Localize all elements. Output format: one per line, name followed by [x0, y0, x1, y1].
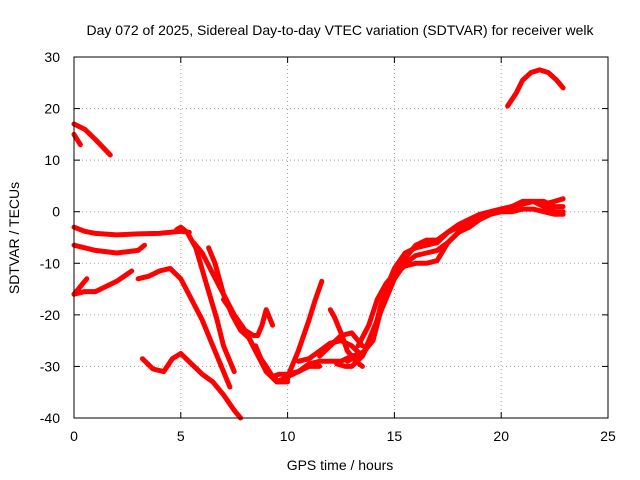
data-series [71, 67, 566, 421]
series-line-s4 [71, 242, 147, 256]
y-tick-label: 20 [44, 101, 60, 117]
series-line-s5 [71, 268, 135, 297]
x-tick-label: 10 [280, 428, 296, 444]
x-tick-label: 15 [387, 428, 403, 444]
series-line-s10 [191, 240, 291, 385]
series-line-s7 [135, 265, 233, 390]
series-line-s14 [263, 278, 325, 385]
series-line-s3 [71, 224, 192, 238]
series-line-s23 [505, 67, 566, 109]
y-tick-label: -30 [40, 358, 60, 374]
series-line-s12 [221, 296, 276, 338]
series-line-s2 [71, 121, 113, 158]
x-tick-label: 25 [600, 428, 616, 444]
y-tick-label: -20 [40, 307, 60, 323]
series-line-s6 [71, 276, 90, 297]
series-line-s21 [349, 198, 566, 359]
series-line-s1 [71, 131, 83, 148]
series-line-s22 [355, 206, 566, 349]
series-line-s15 [285, 353, 355, 380]
x-tick-label: 0 [70, 428, 78, 444]
y-tick-label: -40 [40, 410, 60, 426]
axis-ticks: 0 5 10 15 20 25 -40 -30 -20 -10 0 10 20 30 [40, 49, 616, 444]
y-tick-label: 30 [44, 49, 60, 65]
x-axis-label: GPS time / hours [287, 457, 394, 473]
y-tick-label: 0 [52, 204, 60, 220]
x-tick-label: 5 [177, 428, 185, 444]
y-tick-label: 10 [44, 152, 60, 168]
series-line-s8 [139, 351, 244, 421]
x-tick-label: 20 [493, 428, 509, 444]
y-axis-label: SDTVAR / TECUs [6, 182, 22, 294]
series-line-s9 [174, 224, 237, 375]
plot-frame [73, 56, 609, 419]
y-tick-label: -10 [40, 255, 60, 271]
chart-title: Day 072 of 2025, Sidereal Day-to-day VTE… [86, 22, 594, 38]
